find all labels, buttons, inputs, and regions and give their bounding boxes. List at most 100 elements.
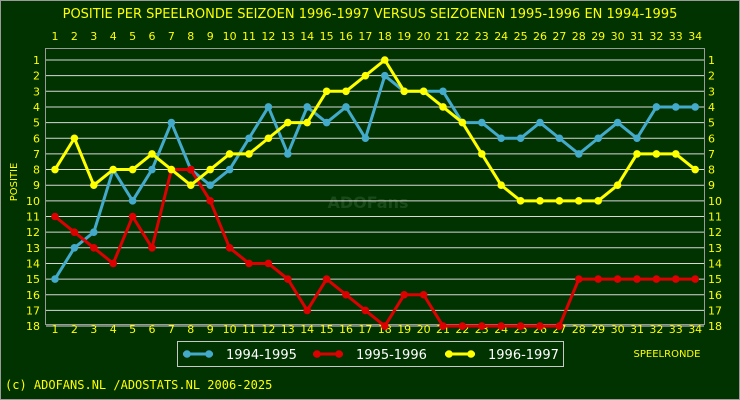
x-tick-label-top: 23: [475, 30, 489, 43]
data-point: [516, 134, 525, 143]
data-point: [497, 322, 506, 330]
x-tick-label-top: 17: [358, 30, 372, 43]
x-tick-label-top: 1: [52, 30, 59, 43]
data-point: [439, 103, 447, 111]
data-point: [633, 150, 641, 158]
series-line: [53, 74, 696, 280]
x-tick-label-bottom: 7: [168, 323, 175, 336]
data-point: [419, 87, 428, 96]
data-point: [167, 165, 176, 174]
y-tick-label-left: 10: [26, 195, 40, 208]
data-point: [284, 150, 292, 158]
y-tick-label-right: 8: [708, 164, 715, 177]
x-tick-label-bottom: 5: [129, 323, 136, 336]
data-point: [458, 118, 467, 127]
x-tick-label-top: 21: [436, 30, 450, 43]
data-point: [381, 71, 389, 80]
data-point: [303, 306, 312, 315]
x-tick-label-bottom: 30: [611, 323, 625, 336]
x-tick-label-top: 25: [514, 30, 528, 43]
data-point: [303, 118, 312, 127]
x-tick-label-top: 5: [129, 30, 136, 43]
y-tick-label-right: 10: [708, 195, 722, 208]
x-tick-label-bottom: 11: [242, 323, 256, 336]
data-point: [128, 165, 137, 174]
x-tick-label-bottom: 33: [669, 323, 683, 336]
y-tick-label-right: 4: [708, 101, 715, 114]
data-point: [128, 197, 137, 205]
x-tick-label-top: 15: [320, 30, 334, 43]
y-tick-label-left: 16: [26, 289, 40, 302]
x-tick-label-bottom: 8: [187, 323, 194, 336]
data-point: [652, 275, 661, 283]
data-point: [478, 118, 486, 127]
series-line: [53, 58, 697, 203]
data-point: [342, 87, 350, 96]
series-layer: [51, 56, 699, 330]
data-point: [109, 259, 117, 268]
x-tick-label-bottom: 2: [71, 323, 78, 336]
x-tick-label-bottom: 9: [207, 323, 214, 336]
y-tick-label-left: 2: [33, 70, 40, 83]
series-1996-1997: [51, 56, 699, 205]
data-point: [594, 197, 602, 205]
x-tick-label-top: 19: [397, 30, 411, 43]
x-tick-label-bottom: 12: [261, 323, 275, 336]
x-tick-label-bottom: 28: [572, 323, 586, 336]
x-tick-label-top: 12: [261, 30, 275, 43]
data-point: [90, 228, 98, 236]
data-point: [691, 275, 699, 283]
data-point: [264, 103, 273, 111]
data-point: [419, 290, 428, 299]
data-point: [536, 197, 544, 205]
data-point: [594, 134, 602, 143]
y-tick-label-right: 18: [708, 320, 722, 333]
data-point: [575, 197, 583, 205]
data-point: [90, 244, 98, 252]
data-point: [187, 165, 195, 174]
y-tick-label-left: 7: [33, 148, 40, 161]
x-tick-label-bottom: 19: [397, 323, 411, 336]
x-tick-label-top: 6: [149, 30, 156, 43]
y-tick-label-right: 6: [708, 132, 715, 145]
x-tick-label-top: 28: [572, 30, 586, 43]
plot-area: [45, 48, 705, 325]
data-point: [594, 275, 602, 283]
data-point: [672, 150, 680, 158]
x-axis-label: SPEELRONDE: [634, 349, 701, 360]
legend-swatch-marker: [205, 350, 213, 358]
x-tick-label-bottom: 10: [223, 323, 237, 336]
data-point: [206, 181, 214, 189]
legend-swatch-marker: [445, 350, 453, 358]
footer-credit: (c) ADOFANS.NL /ADOSTATS.NL 2006-2025: [5, 378, 272, 392]
x-tick-label-top: 20: [417, 30, 431, 43]
data-point: [322, 87, 331, 96]
data-point: [555, 197, 564, 205]
watermark: ADOFans: [328, 193, 409, 212]
x-tick-label-bottom: 3: [90, 323, 97, 336]
data-point: [555, 322, 564, 330]
data-point: [245, 259, 253, 268]
data-point: [148, 244, 156, 252]
x-tick-label-bottom: 32: [649, 323, 663, 336]
x-tick-label-bottom: 29: [591, 323, 605, 336]
data-point: [555, 134, 564, 143]
x-tick-label-top: 2: [71, 30, 78, 43]
y-tick-label-right: 3: [708, 85, 715, 98]
y-tick-label-right: 7: [708, 148, 715, 161]
y-tick-label-right: 14: [708, 257, 722, 270]
data-point: [361, 134, 370, 143]
legend-swatch-marker: [313, 350, 321, 358]
data-point: [167, 118, 176, 127]
legend-label: 1994-1995: [226, 348, 297, 363]
y-tick-label-left: 9: [33, 179, 40, 192]
data-point: [342, 103, 350, 111]
data-point: [633, 275, 641, 283]
x-tick-label-top: 4: [110, 30, 117, 43]
x-tick-label-bottom: 15: [320, 323, 334, 336]
data-point: [381, 322, 389, 330]
data-point: [439, 322, 447, 330]
data-point: [245, 150, 253, 158]
data-point: [322, 275, 331, 283]
